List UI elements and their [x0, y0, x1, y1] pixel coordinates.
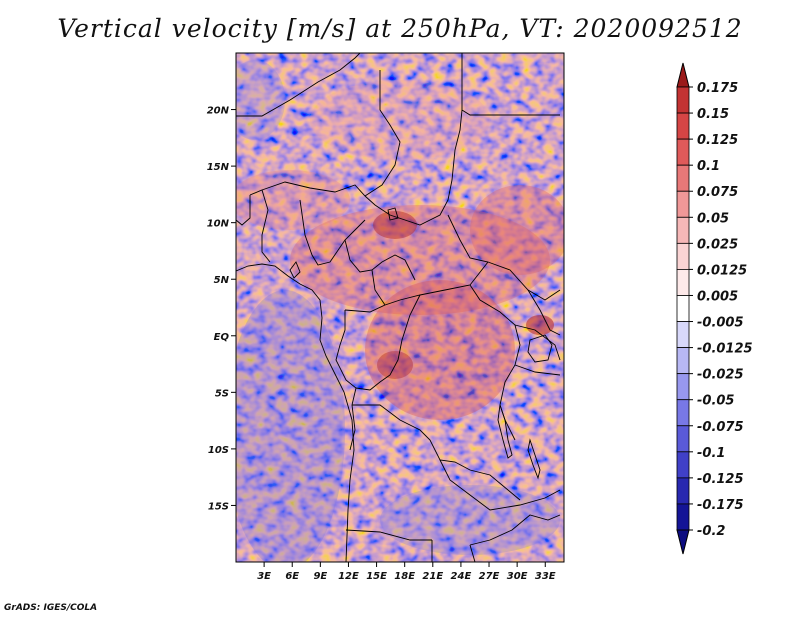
colorbar-segment [676, 269, 690, 296]
colorbar-label: -0.005 [697, 316, 744, 331]
colorbar-label: 0.005 [697, 289, 738, 304]
lat-tick-label: EQ [214, 332, 230, 343]
colorbar-label: -0.2 [697, 524, 725, 539]
colorbar-label: 0.05 [697, 211, 729, 226]
lat-tick-label: 10S [208, 445, 229, 456]
lake-malawi [527, 438, 541, 480]
colorbar-segment [676, 425, 690, 453]
lon-tick-label: 6E [285, 571, 299, 582]
lat-tick-label: 15S [208, 501, 229, 512]
colorbar-segment [676, 451, 690, 479]
lon-tick-label: 30E [507, 571, 528, 582]
lat-tick-label: 10N [207, 219, 230, 230]
lake-volta [289, 261, 301, 279]
colorbar-segment [676, 164, 690, 192]
country-borders [236, 53, 561, 562]
colorbar-label: 0.025 [697, 237, 738, 252]
colorbar-label: -0.125 [697, 472, 744, 487]
lake-tanganyika [497, 404, 513, 459]
border-east-2 [527, 289, 561, 336]
colorbar-segment [676, 321, 690, 348]
border-zambia [439, 459, 561, 511]
border-drc-n [344, 304, 386, 313]
colorbar-segment [676, 399, 690, 427]
chart-title: Vertical velocity [m/s] at 250hPa, VT: 2… [57, 14, 743, 43]
border-west-2 [236, 195, 251, 226]
border-sahel-3 [447, 214, 561, 301]
colorbar-segment [676, 86, 690, 114]
border-west-1 [249, 189, 271, 263]
colorbar-segment [676, 503, 690, 531]
coastline-west-africa [236, 263, 355, 562]
colorbar-segment [676, 190, 690, 218]
border-sahel-1 [261, 181, 406, 221]
border-angola-s [345, 529, 432, 541]
colorbar-label: 0.175 [697, 81, 738, 96]
border-north-3 [461, 53, 560, 116]
colorbar-label: 0.075 [697, 185, 738, 200]
colorbar-label: -0.025 [697, 368, 744, 383]
colorbar-segment [676, 138, 690, 166]
colorbar-label: -0.075 [697, 420, 744, 435]
colorbar-top-arrow [676, 62, 690, 88]
border-south-2 [469, 514, 561, 546]
lake-chad [387, 207, 399, 221]
lat-tick-label: 15N [207, 162, 230, 173]
border-car [371, 261, 489, 306]
colorbar-label: -0.0125 [697, 342, 753, 357]
colorbar-segment [676, 477, 690, 505]
colorbar-bottom-arrow [676, 529, 690, 555]
border-uganda [514, 324, 561, 361]
lake-victoria [527, 334, 553, 363]
border-nigeria [299, 199, 366, 266]
colorbar-label: 0.0125 [697, 263, 747, 278]
border-cameroon [344, 239, 416, 281]
map-frame [235, 52, 565, 563]
border-north-1 [236, 53, 361, 117]
colorbar-label: -0.05 [697, 394, 734, 409]
border-sahel-2 [404, 109, 463, 226]
border-south-3 [469, 544, 476, 562]
lon-tick-label: 24E [451, 571, 472, 582]
lon-tick-label: 33E [535, 571, 556, 582]
lat-tick-label: 5S [215, 388, 229, 399]
lon-tick-label: 21E [422, 571, 443, 582]
colorbar-segment [676, 347, 690, 375]
border-drc-main [355, 294, 421, 391]
colorbar-segment [676, 216, 690, 244]
colorbar-label: 0.1 [697, 159, 720, 174]
lon-tick-label: 27E [479, 571, 500, 582]
map-axes: 20N 15N 10N 5N EQ 5S 10S 15S 3E 6E 9E 12E 15E 18E 21E 2… [207, 106, 556, 582]
lat-tick-label: 20N [207, 106, 230, 117]
colorbar-segment [676, 242, 690, 270]
velocity-field [236, 53, 564, 562]
colorbar-label: -0.1 [697, 446, 725, 461]
credit-label: GrADS: IGES/COLA [4, 603, 98, 613]
lon-tick-label: 3E [257, 571, 271, 582]
lon-tick-label: 15E [366, 571, 387, 582]
colorbar-label: 0.15 [697, 107, 729, 122]
lat-tick-label: 5N [214, 275, 230, 286]
lon-tick-label: 12E [338, 571, 359, 582]
colorbar-label: -0.175 [697, 498, 744, 513]
lon-tick-label: 18E [394, 571, 415, 582]
border-angola [349, 404, 356, 451]
colorbar-label: 0.125 [697, 133, 738, 148]
colorbar-segment [676, 295, 690, 322]
colorbar-segment [676, 373, 690, 401]
border-north-2 [364, 70, 401, 197]
border-tanzania [514, 364, 561, 376]
lon-tick-label: 9E [313, 571, 327, 582]
colorbar-segment [676, 112, 690, 140]
